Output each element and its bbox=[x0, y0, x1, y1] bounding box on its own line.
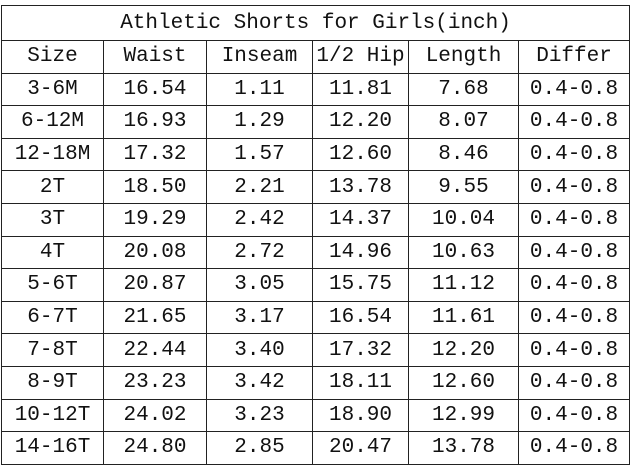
table-cell: 10.04 bbox=[408, 202, 519, 237]
table-cell: 0.4-0.8 bbox=[517, 235, 630, 270]
table-cell: 3.42 bbox=[206, 365, 313, 400]
table-cell: 0.4-0.8 bbox=[517, 333, 630, 367]
size-chart-table: Athletic Shorts for Girls(inch) Size Wais… bbox=[0, 5, 630, 465]
table-cell: 0.4-0.8 bbox=[517, 105, 630, 139]
table-cell: 10.63 bbox=[408, 235, 519, 270]
table-cell: 24.02 bbox=[103, 398, 207, 433]
table-cell: 15.75 bbox=[312, 268, 409, 302]
table-cell: 1.57 bbox=[206, 137, 313, 172]
table-cell: 12-18M bbox=[1, 137, 104, 172]
table-title: Athletic Shorts for Girls(inch) bbox=[0, 5, 630, 41]
table-cell: 0.4-0.8 bbox=[517, 300, 630, 335]
table-cell: 1.11 bbox=[206, 72, 313, 107]
table-cell: 13.78 bbox=[312, 170, 409, 204]
table-row: 7-8T 22.44 3.40 17.32 12.20 0.4-0.8 bbox=[1, 333, 630, 367]
table-cell: 2T bbox=[1, 170, 104, 204]
table-cell: 14.96 bbox=[312, 235, 409, 270]
table-cell: 13.78 bbox=[408, 431, 519, 465]
table-row: 5-6T 20.87 3.05 15.75 11.12 0.4-0.8 bbox=[1, 268, 630, 302]
table-cell: 20.08 bbox=[103, 235, 207, 270]
table-row: 14-16T 24.80 2.85 20.47 13.78 0.4-0.8 bbox=[1, 431, 630, 465]
table-row: 3T 19.29 2.42 14.37 10.04 0.4-0.8 bbox=[1, 202, 630, 237]
table-cell: 2.42 bbox=[206, 202, 313, 237]
table-cell: 12.60 bbox=[408, 365, 519, 400]
table-cell: 20.87 bbox=[103, 268, 207, 302]
table-cell: 11.81 bbox=[312, 72, 409, 107]
table-cell: 0.4-0.8 bbox=[517, 268, 630, 302]
table-cell: 7-8T bbox=[1, 333, 104, 367]
table-row: 12-18M 17.32 1.57 12.60 8.46 0.4-0.8 bbox=[1, 137, 630, 172]
table-cell: 8.46 bbox=[408, 137, 519, 172]
table-cell: 9.55 bbox=[408, 170, 519, 204]
table-cell: 18.90 bbox=[312, 398, 409, 433]
column-header: Inseam bbox=[206, 40, 313, 74]
table-row: 6-12M 16.93 1.29 12.20 8.07 0.4-0.8 bbox=[1, 105, 630, 139]
column-header: 1/2 Hip bbox=[312, 40, 409, 74]
table-row: 2T 18.50 2.21 13.78 9.55 0.4-0.8 bbox=[1, 170, 630, 204]
column-header: Differ bbox=[517, 40, 630, 74]
table-cell: 0.4-0.8 bbox=[517, 202, 630, 237]
table-cell: 18.11 bbox=[312, 365, 409, 400]
table-cell: 5-6T bbox=[1, 268, 104, 302]
table-cell: 3.40 bbox=[206, 333, 313, 367]
table-cell: 12.20 bbox=[408, 333, 519, 367]
column-header: Length bbox=[408, 40, 519, 74]
column-header: Size bbox=[1, 40, 104, 74]
table-cell: 0.4-0.8 bbox=[517, 72, 630, 107]
table-cell: 0.4-0.8 bbox=[517, 431, 630, 465]
table-cell: 3T bbox=[1, 202, 104, 237]
table-cell: 1.29 bbox=[206, 105, 313, 139]
table-cell: 24.80 bbox=[103, 431, 207, 465]
table-cell: 16.54 bbox=[103, 72, 207, 107]
table-row: 3-6M 16.54 1.11 11.81 7.68 0.4-0.8 bbox=[1, 72, 630, 107]
table-row: 8-9T 23.23 3.42 18.11 12.60 0.4-0.8 bbox=[1, 365, 630, 400]
table-cell: 3.23 bbox=[206, 398, 313, 433]
table-cell: 19.29 bbox=[103, 202, 207, 237]
table-cell: 6-12M bbox=[1, 105, 104, 139]
table-cell: 6-7T bbox=[1, 300, 104, 335]
table-title-row: Athletic Shorts for Girls(inch) bbox=[0, 5, 630, 41]
table-row: 6-7T 21.65 3.17 16.54 11.61 0.4-0.8 bbox=[1, 300, 630, 335]
table-cell: 12.20 bbox=[312, 105, 409, 139]
table-cell: 23.23 bbox=[103, 365, 207, 400]
table-row: 4T 20.08 2.72 14.96 10.63 0.4-0.8 bbox=[1, 235, 630, 270]
table-cell: 16.93 bbox=[103, 105, 207, 139]
table-cell: 14.37 bbox=[312, 202, 409, 237]
table-cell: 16.54 bbox=[312, 300, 409, 335]
table-cell: 8-9T bbox=[1, 365, 104, 400]
table-cell: 2.72 bbox=[206, 235, 313, 270]
column-header: Waist bbox=[103, 40, 207, 74]
table-cell: 17.32 bbox=[103, 137, 207, 172]
table-row: 10-12T 24.02 3.23 18.90 12.99 0.4-0.8 bbox=[1, 398, 630, 433]
table-cell: 4T bbox=[1, 235, 104, 270]
table-cell: 7.68 bbox=[408, 72, 519, 107]
table-cell: 17.32 bbox=[312, 333, 409, 367]
table-cell: 0.4-0.8 bbox=[517, 170, 630, 204]
table-cell: 21.65 bbox=[103, 300, 207, 335]
table-cell: 3.05 bbox=[206, 268, 313, 302]
table-cell: 2.21 bbox=[206, 170, 313, 204]
table-cell: 12.99 bbox=[408, 398, 519, 433]
table-cell: 11.12 bbox=[408, 268, 519, 302]
table-cell: 2.85 bbox=[206, 431, 313, 465]
table-cell: 10-12T bbox=[1, 398, 104, 433]
table-cell: 0.4-0.8 bbox=[517, 137, 630, 172]
table-cell: 12.60 bbox=[312, 137, 409, 172]
table-cell: 3-6M bbox=[1, 72, 104, 107]
table-cell: 11.61 bbox=[408, 300, 519, 335]
table-cell: 18.50 bbox=[103, 170, 207, 204]
table-cell: 0.4-0.8 bbox=[517, 398, 630, 433]
table-cell: 0.4-0.8 bbox=[517, 365, 630, 400]
table-cell: 22.44 bbox=[103, 333, 207, 367]
table-cell: 3.17 bbox=[206, 300, 313, 335]
table-cell: 8.07 bbox=[408, 105, 519, 139]
table-cell: 20.47 bbox=[312, 431, 409, 465]
table-header-row: Size Waist Inseam 1/2 Hip Length Differ bbox=[1, 40, 630, 74]
table-cell: 14-16T bbox=[1, 431, 104, 465]
